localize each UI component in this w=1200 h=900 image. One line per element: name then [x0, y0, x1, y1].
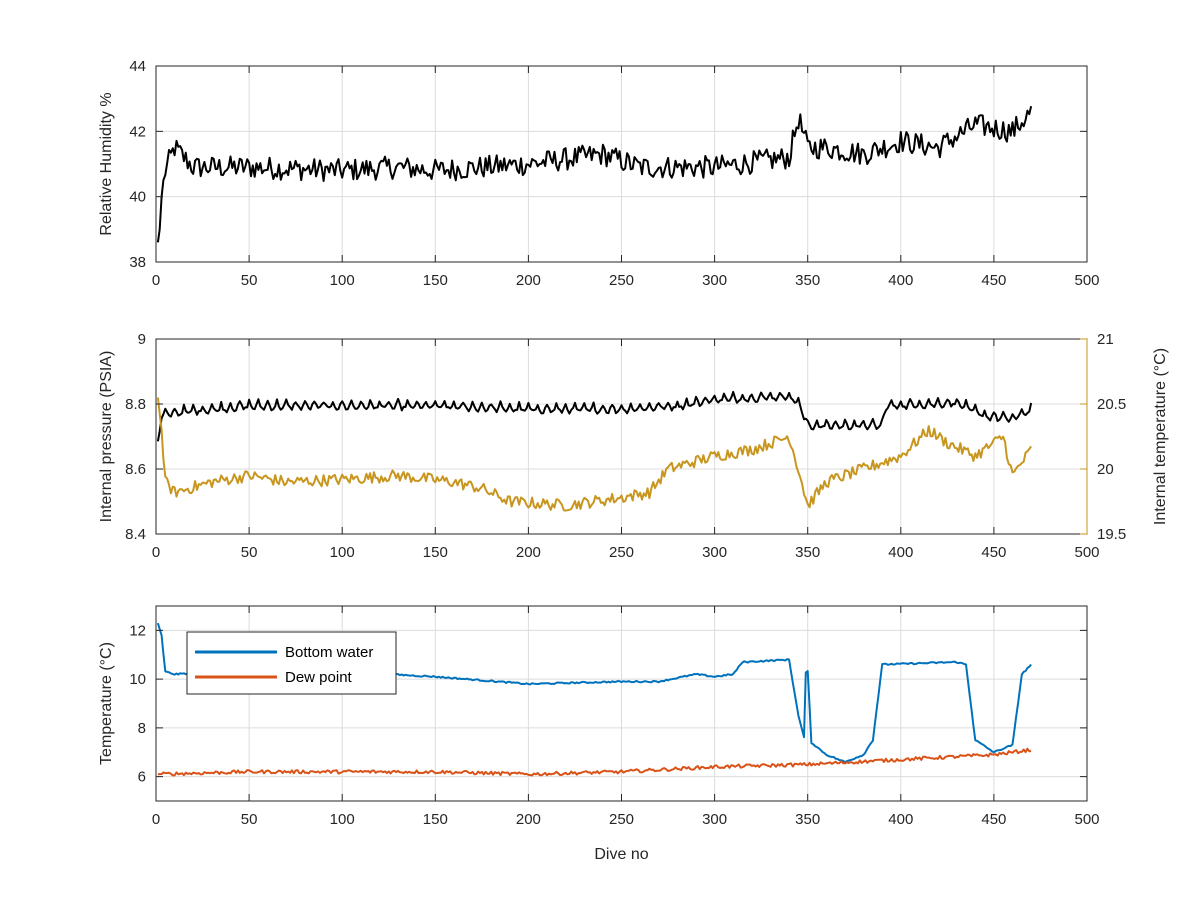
pressure-y2tick-label-20-5: 20.5: [1097, 396, 1126, 413]
temperature-ytick-label-6: 6: [138, 769, 146, 786]
series-line-humidity-series-0: [156, 105, 1033, 243]
pressure-xtick-label-300: 300: [702, 544, 727, 561]
temperature-xtick-label-350: 350: [795, 811, 820, 828]
pressure-ytick-label-8-6: 8.6: [125, 461, 146, 478]
pressure-ytick-label-9: 9: [138, 331, 146, 348]
legend-label-bottom-water: Bottom water: [285, 644, 373, 661]
humidity-xtick-label-150: 150: [423, 272, 448, 289]
humidity-ytick-label-38: 38: [129, 254, 146, 271]
humidity-xtick-label-400: 400: [888, 272, 913, 289]
humidity-xtick-label-50: 50: [241, 272, 258, 289]
temperature-xtick-label-400: 400: [888, 811, 913, 828]
legend-box: [186, 631, 397, 695]
humidity-xtick-label-250: 250: [609, 272, 634, 289]
pressure-xtick-label-0: 0: [152, 544, 160, 561]
humidity-xtick-label-200: 200: [516, 272, 541, 289]
series-line-dew-point: [157, 747, 1032, 777]
legend-label-dew-point: Dew point: [285, 669, 353, 686]
pressure-y2tick-label-20: 20: [1097, 461, 1114, 478]
temperature-ylabel: Temperature (°C): [98, 642, 115, 765]
pressure-y2tick-label-19-5: 19.5: [1097, 526, 1126, 543]
temperature-ytick-label-8: 8: [138, 720, 146, 737]
series-line-pressure-series-1: [156, 397, 1032, 512]
pressure-xtick-label-500: 500: [1074, 544, 1099, 561]
temperature-xtick-label-250: 250: [609, 811, 634, 828]
humidity-xtick-label-300: 300: [702, 272, 727, 289]
series-line-pressure-series-0: [156, 390, 1033, 442]
temperature-xtick-label-50: 50: [241, 811, 258, 828]
internal-temperature-ylabel: Internal temperature (°C): [1152, 348, 1169, 525]
temperature-xtick-label-500: 500: [1074, 811, 1099, 828]
temperature-panel: 0 50 100 150 200 250 300 350 400 450 500 6 8 10 12 Te…: [98, 605, 1100, 863]
humidity-panel: 0 50 100 150 200 250 300 350 400 450 500 38404244 …: [98, 58, 1100, 289]
pressure-xtick-label-250: 250: [609, 544, 634, 561]
pressure-y2tick-label-21: 21: [1097, 331, 1114, 348]
humidity-xtick-label-100: 100: [330, 272, 355, 289]
temperature-xtick-label-0: 0: [152, 811, 160, 828]
pressure-ytick-label-8-4: 8.4: [125, 526, 146, 543]
pressure-xtick-label-50: 50: [241, 544, 258, 561]
pressure-ylabel: Internal pressure (PSIA): [98, 351, 115, 523]
pressure-temperature-panel: 0 50 100 150 200 250 300 350 400 450 500 8.4 8.6 8.8…: [98, 331, 1169, 561]
legend: Bottom water Dew point: [186, 631, 397, 695]
pressure-xtick-label-200: 200: [516, 544, 541, 561]
pressure-xtick-label-350: 350: [795, 544, 820, 561]
temperature-xtick-label-100: 100: [330, 811, 355, 828]
humidity-xtick-label-450: 450: [981, 272, 1006, 289]
humidity-xtick-label-0: 0: [152, 272, 160, 289]
humidity-ylabel: Relative Humidity %: [98, 92, 115, 235]
humidity-ytick-label-40: 40: [129, 189, 146, 206]
temperature-xtick-label-300: 300: [702, 811, 727, 828]
pressure-xtick-label-400: 400: [888, 544, 913, 561]
dive-no-xlabel: Dive no: [594, 846, 648, 863]
pressure-ytick-label-8-8: 8.8: [125, 396, 146, 413]
temperature-xtick-label-200: 200: [516, 811, 541, 828]
pressure-xtick-label-150: 150: [423, 544, 448, 561]
humidity-ytick-label-44: 44: [129, 58, 146, 75]
pressure-xtick-label-100: 100: [330, 544, 355, 561]
temperature-ytick-label-12: 12: [129, 622, 146, 639]
humidity-xtick-label-500: 500: [1074, 272, 1099, 289]
temperature-xtick-label-150: 150: [423, 811, 448, 828]
pressure-xtick-label-450: 450: [981, 544, 1006, 561]
temperature-ytick-label-10: 10: [129, 671, 146, 688]
humidity-xtick-label-350: 350: [795, 272, 820, 289]
temperature-xtick-label-450: 450: [981, 811, 1006, 828]
humidity-ytick-label-42: 42: [129, 123, 146, 140]
